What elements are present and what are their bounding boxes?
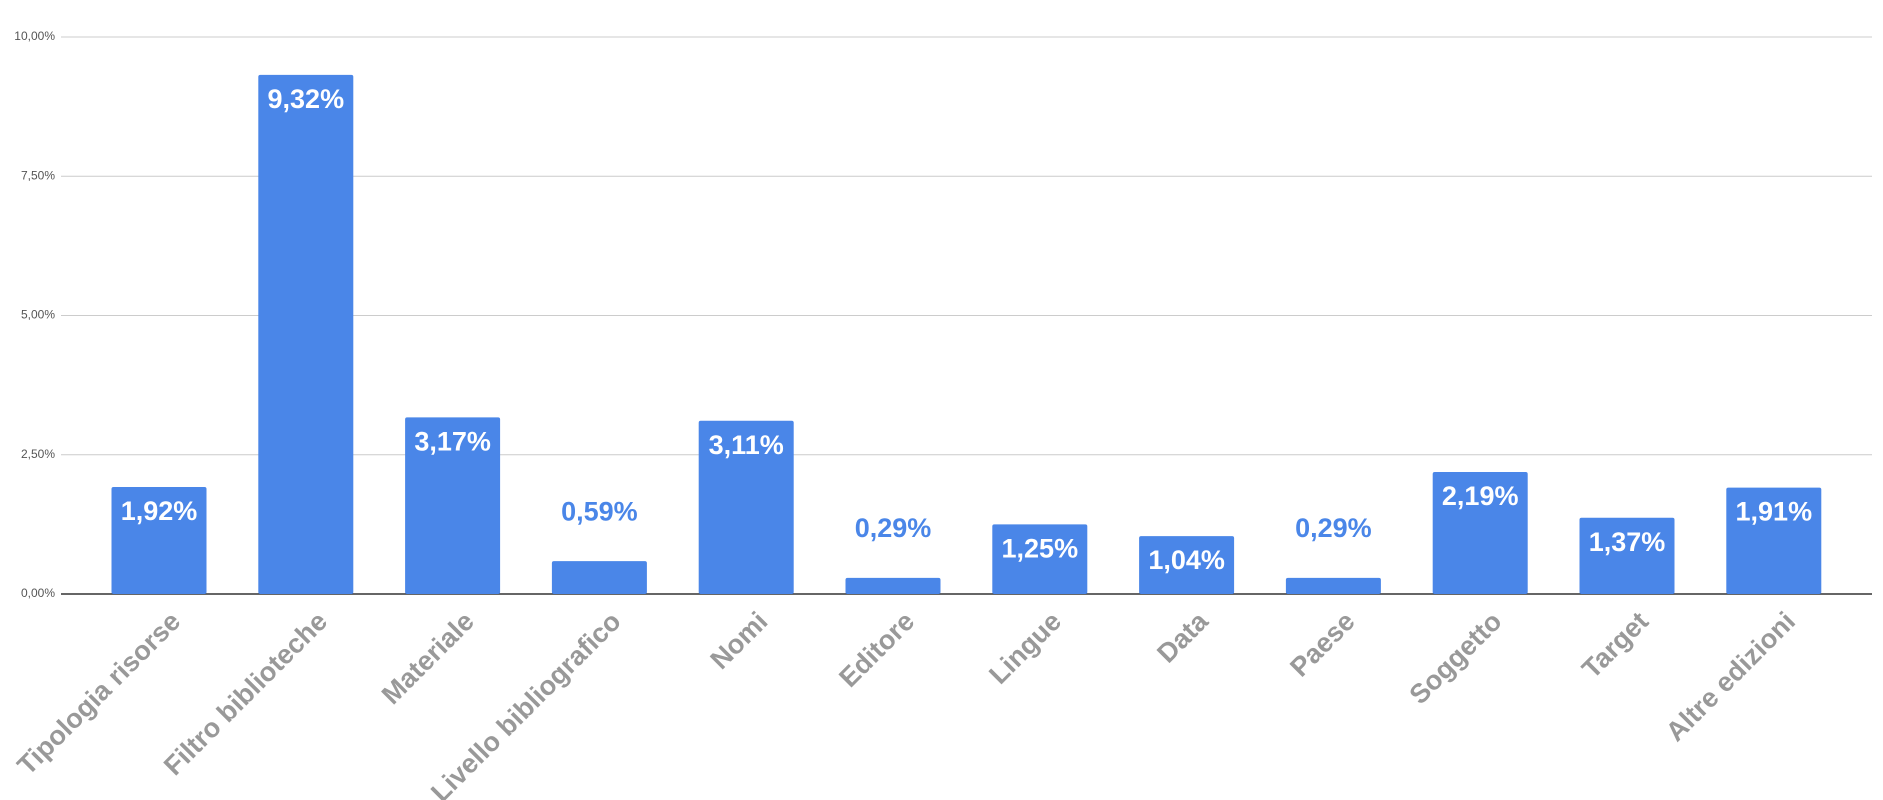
bar [551,561,647,594]
x-tick-label: Editore [833,606,920,693]
x-tick-label: Paese [1284,606,1360,682]
y-tick-label: 10,00% [14,29,55,43]
x-tick-label: Soggetto [1404,606,1508,710]
bar [1285,577,1381,594]
bar [258,74,354,595]
value-label: 1,92% [121,496,198,526]
value-label: 1,25% [1002,534,1079,564]
x-tick-label: Lingue [983,606,1067,690]
value-label: 0,29% [1295,513,1372,543]
value-label: 9,32% [268,84,345,114]
bar [1432,472,1528,594]
x-tick-label: Data [1151,605,1214,668]
bar [845,577,941,594]
value-label: 1,04% [1148,545,1225,575]
bar [698,420,794,594]
value-label: 2,19% [1442,481,1519,511]
value-label: 3,17% [414,427,491,457]
bar [405,417,501,594]
y-tick-label: 7,50% [21,168,55,182]
bar [1579,517,1675,594]
value-label: 3,11% [709,430,784,460]
y-tick-label: 5,00% [21,308,55,322]
bar [1726,487,1822,594]
x-tick-label: Tipologia risorse [12,606,187,781]
x-tick-label: Nomi [705,606,774,675]
bar [1139,536,1235,594]
y-tick-label: 2,50% [21,447,55,461]
bar [111,487,207,594]
bar [992,524,1088,594]
value-label: 0,59% [561,496,638,526]
value-label: 1,91% [1736,497,1813,527]
x-tick-label: Filtro biblioteche [158,606,333,781]
value-label: 1,37% [1589,527,1666,557]
x-tick-label: Target [1576,606,1654,684]
y-tick-label: 0,00% [21,586,55,600]
x-tick-label: Materiale [376,606,480,710]
x-tick-label: Altre edizioni [1660,606,1801,747]
value-label: 0,29% [855,513,932,543]
